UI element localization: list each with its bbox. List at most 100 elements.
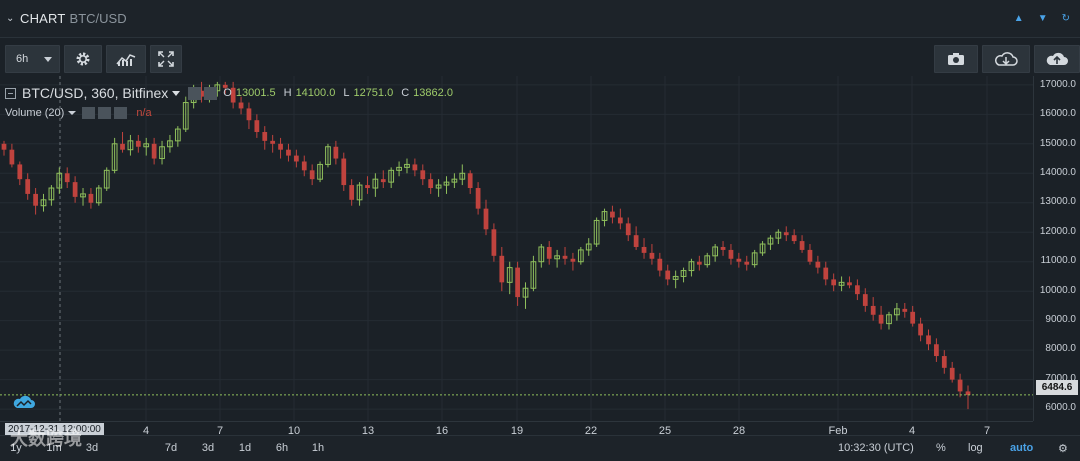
eye-icon[interactable] [98, 107, 112, 119]
gear-icon[interactable]: ⚙ [1058, 443, 1068, 455]
candle [601, 208, 608, 227]
series-symbol[interactable]: BTC/USD, 360, Bitfinex [22, 85, 169, 101]
range-button[interactable]: 3d [85, 442, 99, 454]
candle [64, 167, 70, 189]
candle [585, 238, 592, 256]
candle [918, 317, 923, 342]
candle [554, 249, 560, 268]
candle-body [325, 146, 331, 165]
collapse-legend-icon[interactable] [5, 87, 16, 99]
candle [428, 173, 434, 194]
candle-body [246, 108, 252, 121]
candle [356, 182, 363, 206]
candle-body [199, 90, 204, 97]
refresh-icon[interactable]: ↻ [1061, 13, 1070, 24]
price-axis[interactable]: 17000.0 16000.0 15000.0 14000.0 13000.0 12000… [1033, 76, 1080, 421]
candle [736, 252, 742, 268]
candle-body [585, 243, 592, 251]
candle [48, 185, 55, 206]
volume-value: n/a [136, 107, 152, 119]
range-button[interactable]: 1h [311, 442, 325, 454]
range-button[interactable]: 1d [238, 442, 252, 454]
candle [807, 244, 813, 265]
ohlc-key: L [343, 87, 350, 99]
candle [515, 261, 520, 306]
price-label: 14000.0 [1039, 166, 1076, 178]
candle [965, 385, 971, 410]
candle [712, 244, 719, 262]
ohlc-key: O [223, 87, 232, 99]
candle-body [704, 255, 711, 266]
candle [775, 229, 782, 245]
candle-body [451, 178, 458, 183]
settings-icon[interactable] [188, 86, 202, 100]
percent-toggle[interactable]: % [936, 442, 946, 454]
auto-toggle[interactable]: auto [1010, 442, 1034, 454]
candle [404, 158, 410, 174]
candle [926, 329, 931, 351]
candle-body [546, 246, 552, 259]
time-label: 13 [361, 425, 375, 437]
candle-body [515, 267, 520, 298]
close-icon[interactable] [114, 107, 128, 119]
time-label: 25 [658, 425, 672, 437]
arrow-down-icon[interactable]: ▼ [1037, 13, 1048, 24]
candle [451, 173, 458, 189]
range-button[interactable]: 6h [275, 442, 289, 454]
candle [957, 373, 963, 398]
candle-body [167, 140, 173, 148]
ohlc-key: H [283, 87, 292, 99]
candle-body [396, 166, 402, 171]
close-icon[interactable] [204, 86, 218, 100]
caret-down-icon [44, 57, 52, 62]
range-button[interactable]: 7d [164, 442, 178, 454]
settings-button[interactable] [64, 45, 102, 73]
save-layout-button[interactable] [1034, 45, 1080, 73]
series-legend: BTC/USD, 360, Bitfinex O 13001.5 H 14100… [5, 85, 457, 101]
range-button[interactable]: 1m [46, 442, 62, 454]
candle [72, 176, 78, 203]
price-label: 9000.0 [1045, 313, 1076, 325]
candle-body [475, 188, 481, 209]
load-layout-button[interactable] [982, 45, 1030, 73]
candle [111, 137, 118, 174]
fullscreen-button[interactable] [150, 45, 182, 73]
candle-body [577, 249, 584, 263]
chart-toolbar: 6h [0, 40, 1080, 76]
candle [878, 305, 884, 330]
panel-subtitle: BTC/USD [69, 11, 127, 26]
candle [254, 114, 260, 138]
candle-body [499, 255, 505, 283]
candle-body [601, 211, 608, 221]
arrow-up-icon[interactable]: ▲ [1013, 13, 1024, 24]
screenshot-button[interactable] [934, 45, 978, 73]
candle [56, 167, 63, 194]
volume-label[interactable]: Volume (20) [5, 107, 65, 119]
range-button[interactable]: 1y [10, 442, 22, 454]
candle [744, 255, 750, 271]
timeframe-dropdown[interactable]: 6h [5, 45, 60, 73]
range-button[interactable]: 3d [201, 442, 215, 454]
chart-area[interactable]: BTC/USD, 360, Bitfinex O 13001.5 H 14100… [0, 76, 1080, 461]
price-label: 7000.0 [1045, 372, 1076, 384]
candle-body [657, 258, 663, 271]
candle-body [562, 255, 568, 259]
candlestick-chart[interactable] [0, 76, 1033, 421]
chevron-down-icon[interactable]: ⌄ [6, 12, 15, 24]
candle-body [672, 275, 679, 280]
caret-down-icon[interactable] [172, 90, 181, 96]
candle-body [633, 235, 639, 247]
time-axis[interactable]: 4 7 10 13 16 19 22 25 28 Feb 4 7 [0, 421, 1033, 439]
candle-body [230, 87, 236, 103]
candle [728, 244, 734, 265]
candle [491, 223, 497, 262]
caret-down-icon[interactable] [68, 111, 77, 115]
candle [949, 361, 955, 383]
log-toggle[interactable]: log [968, 442, 983, 454]
settings-icon[interactable] [82, 107, 96, 119]
candle-body [317, 163, 323, 180]
indicators-button[interactable] [106, 45, 146, 73]
candle [522, 282, 529, 309]
candle-body [349, 185, 355, 200]
candle-body [443, 181, 450, 186]
